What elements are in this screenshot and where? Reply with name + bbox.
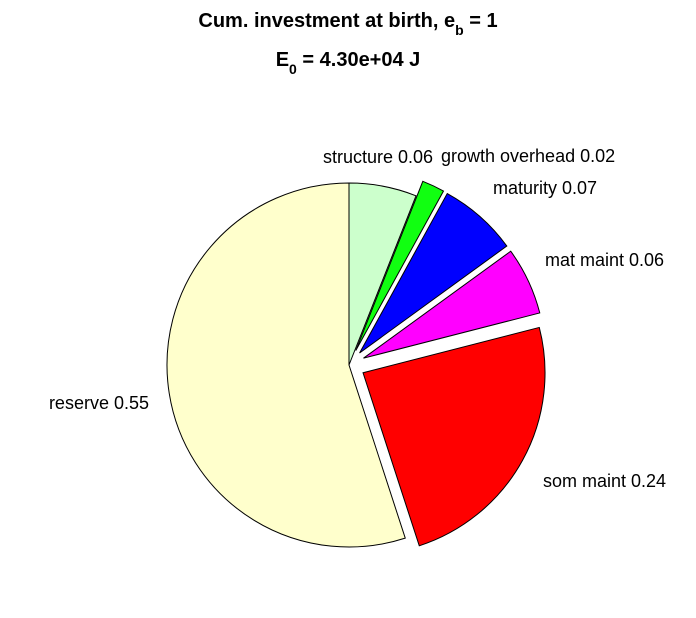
pie-slice-5 (166, 182, 406, 548)
slice-label-2: maturity 0.07 (493, 178, 597, 198)
chart-title-line2: E0 = 4.30e+04 J (276, 49, 421, 77)
slice-label-1: growth overhead 0.02 (441, 146, 615, 166)
pie-slice-2 (359, 192, 508, 354)
pie-slice-1 (355, 180, 445, 351)
pie-slice-4 (362, 326, 546, 547)
slice-labels: structure 0.06 growth overhead 0.02 maturi… (49, 146, 666, 491)
slice-label-3: mat maint 0.06 (545, 250, 664, 270)
slice-label-0: structure 0.06 (323, 147, 433, 167)
slice-label-5: reserve 0.55 (49, 393, 149, 413)
pie-slices (166, 180, 546, 548)
pie-slice-3 (363, 250, 541, 359)
slice-label-4: som maint 0.24 (543, 471, 666, 491)
chart-title-line1: Cum. investment at birth, eb = 1 (198, 10, 497, 38)
